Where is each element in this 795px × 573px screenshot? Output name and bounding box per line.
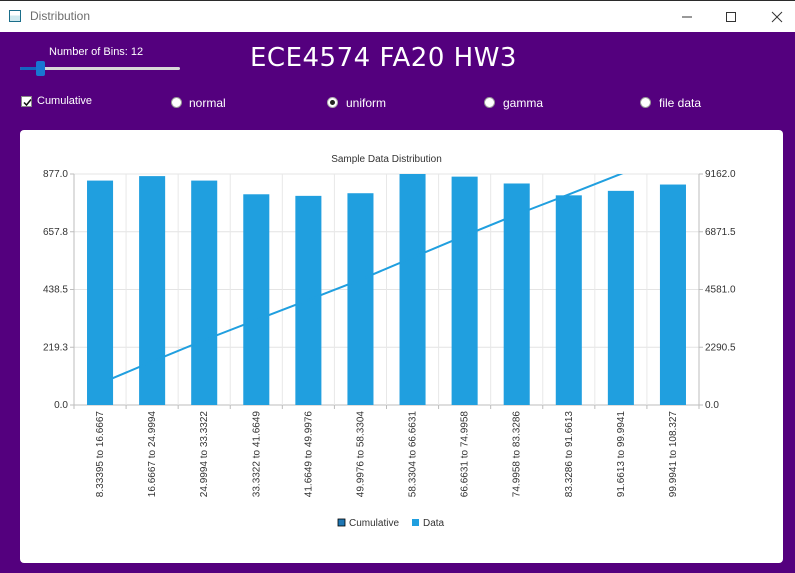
distribution-chart: Sample Data Distribution 0.0 0.0 219.3 2290.… <box>43 154 736 529</box>
x-tick-label: 41.6649 to 49.9976 <box>303 411 314 498</box>
cumulative-checkbox[interactable] <box>21 96 32 107</box>
x-tick-label: 99.9941 to 108.327 <box>668 411 679 498</box>
chart-title: Sample Data Distribution <box>331 154 442 165</box>
y-tick-label-right: 6871.5 <box>705 227 736 238</box>
radio-gamma[interactable] <box>484 97 495 108</box>
y-tick-label-left: 438.5 <box>43 285 68 296</box>
bar[interactable] <box>139 176 166 405</box>
y-tick-label-left: 657.8 <box>43 227 68 238</box>
maximize-button[interactable] <box>708 1 754 32</box>
x-tick-label: 66.6631 to 74.9958 <box>460 411 471 498</box>
bar[interactable] <box>191 180 218 405</box>
bar[interactable] <box>243 194 270 405</box>
bins-slider[interactable] <box>20 61 180 76</box>
slider-handle[interactable] <box>36 61 45 76</box>
radio-file-data[interactable] <box>640 97 651 108</box>
close-icon <box>771 11 783 22</box>
slider-fill <box>20 67 40 70</box>
close-button[interactable] <box>754 1 795 32</box>
y-tick-label-left: 0.0 <box>54 400 68 411</box>
legend-swatch-data <box>412 519 419 526</box>
bar[interactable] <box>451 176 478 405</box>
radio-uniform[interactable] <box>327 97 338 108</box>
radio-normal-label: normal <box>189 96 226 110</box>
x-tick-label: 49.9976 to 58.3304 <box>355 411 366 498</box>
app-icon <box>9 10 21 22</box>
cumulative-label: Cumulative <box>37 95 93 107</box>
bar[interactable] <box>503 183 530 405</box>
y-tick-label-right: 0.0 <box>705 400 719 411</box>
x-tick-label: 33.3322 to 41.6649 <box>251 411 262 498</box>
y-tick-label-left: 219.3 <box>43 342 68 353</box>
checkmark-icon <box>23 99 32 107</box>
x-tick-label: 58.3304 to 66.6631 <box>408 411 419 498</box>
x-tick-label: 74.9958 to 83.3286 <box>512 411 523 498</box>
bar[interactable] <box>87 180 114 405</box>
y-tick-label-right: 9162.0 <box>705 169 736 180</box>
bar[interactable] <box>399 174 426 405</box>
bins-label: Number of Bins: 12 <box>49 46 144 58</box>
legend-label-cumulative: Cumulative <box>349 518 399 529</box>
radio-uniform-label: uniform <box>346 96 387 110</box>
minimize-icon <box>682 16 692 17</box>
minimize-button[interactable] <box>664 1 710 32</box>
bar[interactable] <box>555 195 582 405</box>
bar[interactable] <box>607 190 634 405</box>
radio-gamma-label: gamma <box>503 96 544 110</box>
x-tick-label: 16.6667 to 24.9994 <box>147 411 158 498</box>
x-tick-label: 8.33395 to 16.6667 <box>95 411 106 498</box>
x-tick-label: 91.6613 to 99.9941 <box>616 411 627 498</box>
window-title: Distribution <box>30 9 91 23</box>
y-tick-label-left: 877.0 <box>43 169 68 180</box>
x-tick-label: 83.3286 to 91.6613 <box>564 411 575 498</box>
chart-card: Sample Data Distribution 0.0 0.0 219.3 2290.… <box>20 130 783 563</box>
bar[interactable] <box>347 193 374 405</box>
radio-file-data-label: file data <box>659 96 702 110</box>
y-tick-label-right: 4581.0 <box>705 285 736 296</box>
x-tick-label: 24.9994 to 33.3322 <box>199 411 210 498</box>
bar[interactable] <box>659 184 686 405</box>
title-bar: Distribution <box>0 0 795 32</box>
maximize-icon <box>726 11 736 22</box>
main-panel: Number of Bins: 12 ECE4574 FA20 HW3 Cumu… <box>0 32 795 573</box>
radio-normal[interactable] <box>171 97 182 108</box>
legend-swatch-cumulative <box>337 518 346 527</box>
app-title: ECE4574 FA20 HW3 <box>250 43 517 73</box>
legend-label-data: Data <box>423 518 445 529</box>
cumulative-line <box>99 174 624 385</box>
y-tick-label-right: 2290.5 <box>705 342 736 353</box>
